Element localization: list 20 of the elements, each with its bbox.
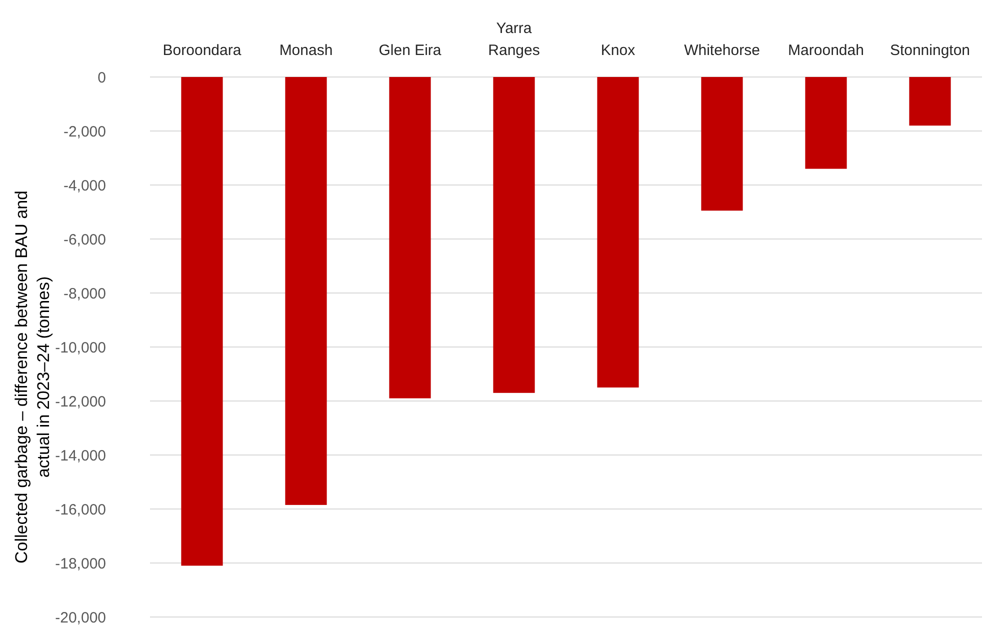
x-tick-label: Yarra Ranges: [488, 20, 540, 59]
x-tick-label: Monash: [279, 42, 333, 59]
x-tick-label: Maroondah: [788, 42, 864, 59]
y-tick-label: -2,000: [63, 123, 106, 140]
y-axis-title: Collected garbage – difference between BAU and actual in 2023–24 (tonnes): [12, 190, 53, 564]
y-tick-label: -16,000: [55, 501, 106, 518]
y-tick-label: -10,000: [55, 339, 106, 356]
y-tick-label: -8,000: [63, 285, 106, 302]
x-tick-label: Boroondara: [162, 42, 242, 59]
y-tick-label: -12,000: [55, 393, 106, 410]
y-tick-label: -20,000: [55, 609, 106, 625]
x-tick-label: Stonnington: [890, 42, 970, 59]
y-tick-label: -14,000: [55, 447, 106, 464]
x-tick-label: Knox: [600, 42, 636, 59]
x-tick-label: Whitehorse: [684, 42, 760, 59]
y-tick-label: -18,000: [55, 555, 106, 572]
x-tick-label: Glen Eira: [378, 42, 442, 59]
y-tick-label: -6,000: [63, 231, 106, 248]
y-tick-label: 0: [98, 69, 106, 86]
y-tick-label: -4,000: [63, 177, 106, 194]
